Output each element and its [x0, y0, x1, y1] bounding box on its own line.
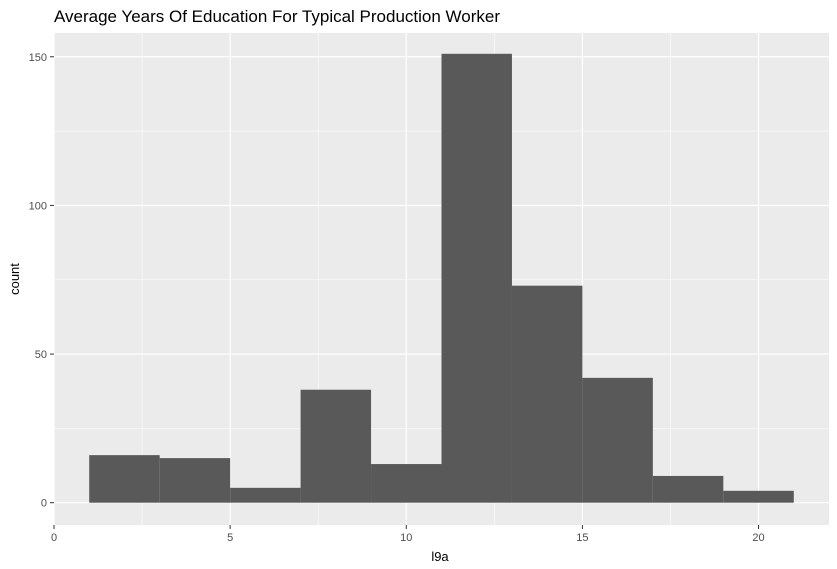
histogram-bar	[511, 285, 583, 503]
histogram-bar	[159, 458, 231, 503]
y-tick-label: 0	[41, 498, 47, 510]
histogram-bar	[582, 377, 653, 503]
histogram-bar	[89, 455, 160, 503]
y-tick-label: 100	[29, 200, 47, 212]
x-tick-label: 0	[51, 532, 57, 544]
chart-title: Average Years Of Education For Typical P…	[54, 7, 500, 26]
histogram-bars	[89, 53, 794, 503]
histogram-bar	[723, 490, 794, 503]
x-tick-label: 20	[752, 532, 764, 544]
y-axis: 0 50 100 150	[29, 52, 54, 510]
histogram-bar	[300, 389, 372, 503]
y-tick-label: 50	[35, 349, 47, 361]
y-tick-label: 150	[29, 52, 47, 64]
x-axis: 0 5 10 15 20	[51, 525, 765, 544]
histogram-bar	[230, 487, 301, 503]
x-tick-label: 10	[400, 532, 412, 544]
y-axis-title: count	[7, 263, 22, 295]
histogram-bar	[371, 464, 442, 503]
histogram-bar	[441, 53, 512, 503]
x-tick-label: 5	[227, 532, 233, 544]
x-tick-label: 15	[576, 532, 588, 544]
x-axis-title: l9a	[431, 549, 449, 564]
histogram-bar	[652, 475, 724, 503]
